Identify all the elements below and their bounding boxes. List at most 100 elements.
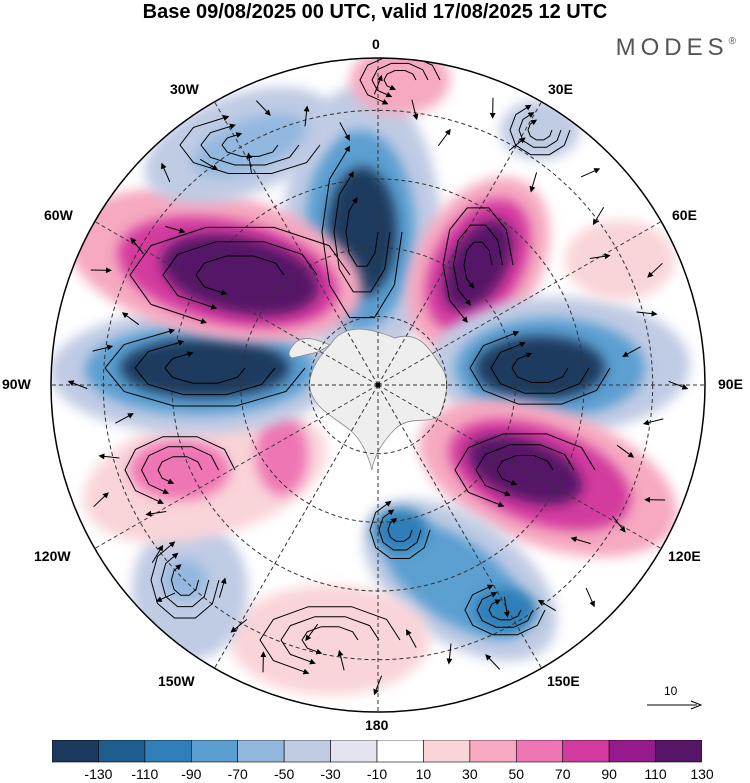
wind-arrow [642,418,664,426]
streamline [452,224,503,306]
colorbar-swatch [423,740,471,763]
streamline [442,207,514,323]
wind-arrow [411,99,419,121]
streamline [124,436,236,504]
reference-vector-arrow [647,700,703,710]
wind-arrow [406,629,417,648]
wind-arrow [121,312,140,326]
map-disk [51,58,705,712]
wind-arrow [592,206,605,226]
colorbar-swatch [283,740,331,763]
antarctic-peninsula [288,338,331,359]
streamline [179,115,321,174]
colorbar [52,740,702,763]
wind-arrow [130,237,144,255]
streamline [518,112,562,148]
lon-label-150W: 150W [158,673,195,689]
colorbar-swatch [330,740,378,763]
streamline [104,328,306,407]
streamline [134,339,276,396]
anomaly-neg-150E-core-a [372,508,428,552]
streamline [511,352,569,383]
wind-arrow [218,577,227,598]
streamline [464,584,546,636]
wind-arrow [585,587,595,608]
colorbar-swatch [190,740,239,763]
wind-arrow [580,168,601,178]
wind-arrow [151,544,164,564]
anomaly-neg-90W-core [120,338,290,398]
anomaly-pos-110W-mid [130,440,230,500]
colorbar-tick-label: 50 [508,766,525,782]
lon-label-60W: 60W [44,207,73,223]
lon-label-30W: 30W [170,81,199,97]
lon-label-150E: 150E [547,673,580,689]
wind-arrow [115,413,134,424]
colorbar-tick-label: -10 [366,766,388,782]
colorbar-tick-label: 90 [601,766,617,782]
meridian-line [94,221,379,386]
colorbar-tick-label: -90 [181,766,202,782]
wind-arrow [570,536,591,545]
streamline [488,599,522,621]
streamline [129,226,351,324]
streamline [454,433,596,508]
anomaly-pos-top [350,58,450,115]
wind-arrow [503,596,510,618]
chart-title: Base 09/08/2025 00 UTC, valid 17/08/2025… [142,1,608,23]
colorbar-swatch [562,740,610,763]
wind-arrow [437,128,451,147]
streamline [280,616,380,665]
colorbar-tick-label: -110 [131,766,159,782]
streamline [359,58,441,105]
map-boundary [50,57,706,713]
wind-arrow [616,444,635,458]
anomaly-pos-180 [230,585,430,695]
wind-arrow [339,122,350,141]
lon-label-90E: 90E [718,376,743,392]
anomaly-neg-150E-core-b [473,588,537,632]
anomaly-pos-60E [565,220,675,300]
wind-arrow [303,105,310,127]
streamline [150,541,220,619]
anomaly-shading [51,58,690,695]
streamline [527,119,553,141]
streamline [475,444,575,497]
streamline [345,196,379,267]
colorbar-tick-label: -30 [320,766,341,782]
wind-arrow [161,162,171,183]
lon-label-60E: 60E [672,207,697,223]
meridian-line [377,221,662,386]
wind-arrow [622,346,641,357]
streamline [469,330,611,405]
streamline [170,564,200,596]
colorbar-tick-label: 30 [462,766,478,782]
colorbar-tick-label: 110 [644,766,667,782]
meridian-line [377,384,662,549]
streamline [195,255,285,296]
anomaly-pos-60W-core [161,234,319,316]
brand-text: MODES [615,34,729,61]
colorbar-swatch [376,740,424,763]
colorbar-swatch [469,740,517,763]
registered-mark: ® [728,36,736,47]
meridian-line [214,101,379,386]
streamline [157,456,203,484]
colorbar-tick-label: 10 [415,766,432,782]
streamline [200,123,300,166]
modes-logo: MODES® [616,34,736,62]
lon-label-180: 180 [365,717,389,733]
meridian-line [377,384,542,669]
lon-label-120W: 120W [34,548,71,564]
wind-arrow [67,380,88,390]
wind-arrow [337,649,345,671]
streamline [383,70,417,91]
colorbar-swatch [144,740,192,763]
meridian-line [214,384,379,669]
colorbar-tick-label: 70 [554,766,571,782]
anomaly-neg-30E [500,100,580,160]
wind-arrow [165,225,186,234]
latitude-circle [308,315,448,455]
streamline [378,509,422,551]
